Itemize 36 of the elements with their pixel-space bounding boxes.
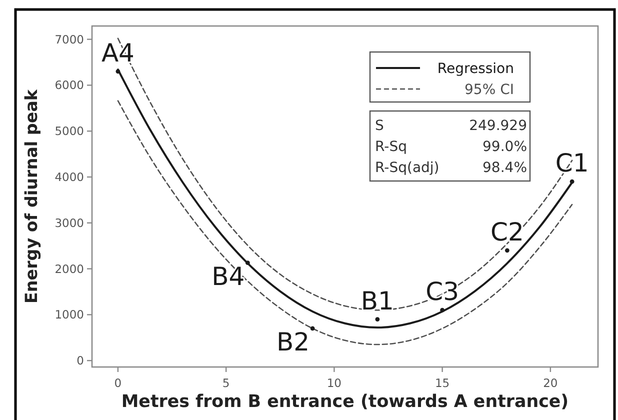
y-tick-label: 6000 xyxy=(54,78,84,92)
annotation: B2 xyxy=(276,328,310,357)
y-tick-label: 5000 xyxy=(54,124,84,138)
point xyxy=(570,179,574,184)
annotation: B1 xyxy=(360,286,394,316)
y-tick-label: 1000 xyxy=(54,308,84,322)
point xyxy=(310,326,315,331)
x-tick-label: 5 xyxy=(222,376,230,390)
annotation: 249.929 xyxy=(469,118,527,134)
y-axis-title: Energy of diurnal peak xyxy=(21,88,41,304)
legend-label: Regression xyxy=(437,61,514,77)
annotation: B4 xyxy=(212,262,245,292)
point xyxy=(504,248,510,253)
x-tick-label: 15 xyxy=(434,376,450,390)
y-tick-label: 7000 xyxy=(54,32,84,46)
point xyxy=(116,69,120,74)
x-tick-label: 0 xyxy=(114,376,122,390)
y-tick-label: 0 xyxy=(76,354,84,368)
y-tick-label: 3000 xyxy=(54,216,84,230)
annotation: 99.0% xyxy=(482,139,527,155)
x-axis-title: Metres from B entrance (towards A entrance) xyxy=(121,392,569,412)
annotation: R-Sq(adj) xyxy=(375,160,440,176)
annotation: R-Sq xyxy=(375,139,407,155)
annotation: C1 xyxy=(555,148,589,178)
annotation: 98.4% xyxy=(482,160,527,176)
y-tick-label: 2000 xyxy=(54,262,84,276)
y-tick-label: 4000 xyxy=(54,170,84,184)
annotation: S xyxy=(375,118,384,134)
annotation: C2 xyxy=(490,217,524,246)
point xyxy=(440,308,445,312)
point xyxy=(375,317,380,322)
x-tick-label: 10 xyxy=(326,376,342,390)
x-tick-label: 20 xyxy=(543,376,558,390)
point xyxy=(245,260,250,266)
annotation: A4 xyxy=(101,38,134,68)
text: 95% CI xyxy=(464,82,514,98)
